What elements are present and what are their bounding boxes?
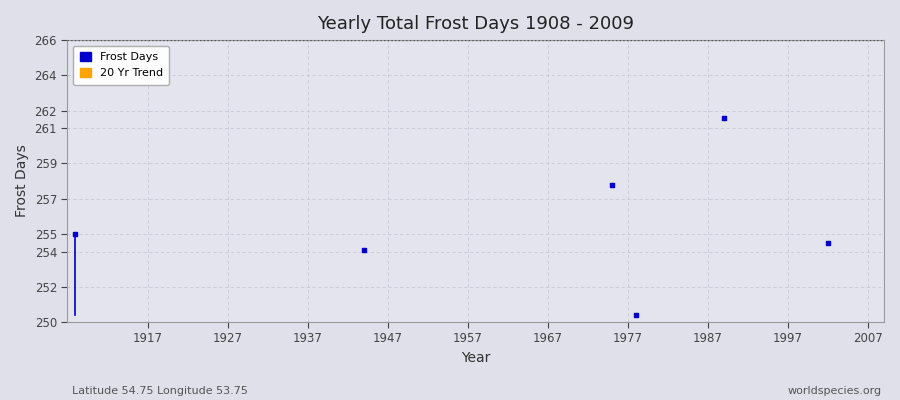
X-axis label: Year: Year bbox=[461, 351, 491, 365]
Legend: Frost Days, 20 Yr Trend: Frost Days, 20 Yr Trend bbox=[73, 46, 169, 85]
Point bbox=[356, 246, 371, 253]
Text: Latitude 54.75 Longitude 53.75: Latitude 54.75 Longitude 53.75 bbox=[72, 386, 248, 396]
Point bbox=[716, 114, 731, 121]
Point bbox=[821, 240, 835, 246]
Y-axis label: Frost Days: Frost Days bbox=[15, 145, 29, 218]
Title: Yearly Total Frost Days 1908 - 2009: Yearly Total Frost Days 1908 - 2009 bbox=[317, 15, 634, 33]
Point bbox=[605, 181, 619, 188]
Point bbox=[68, 231, 83, 237]
Point bbox=[628, 312, 643, 318]
Text: worldspecies.org: worldspecies.org bbox=[788, 386, 882, 396]
